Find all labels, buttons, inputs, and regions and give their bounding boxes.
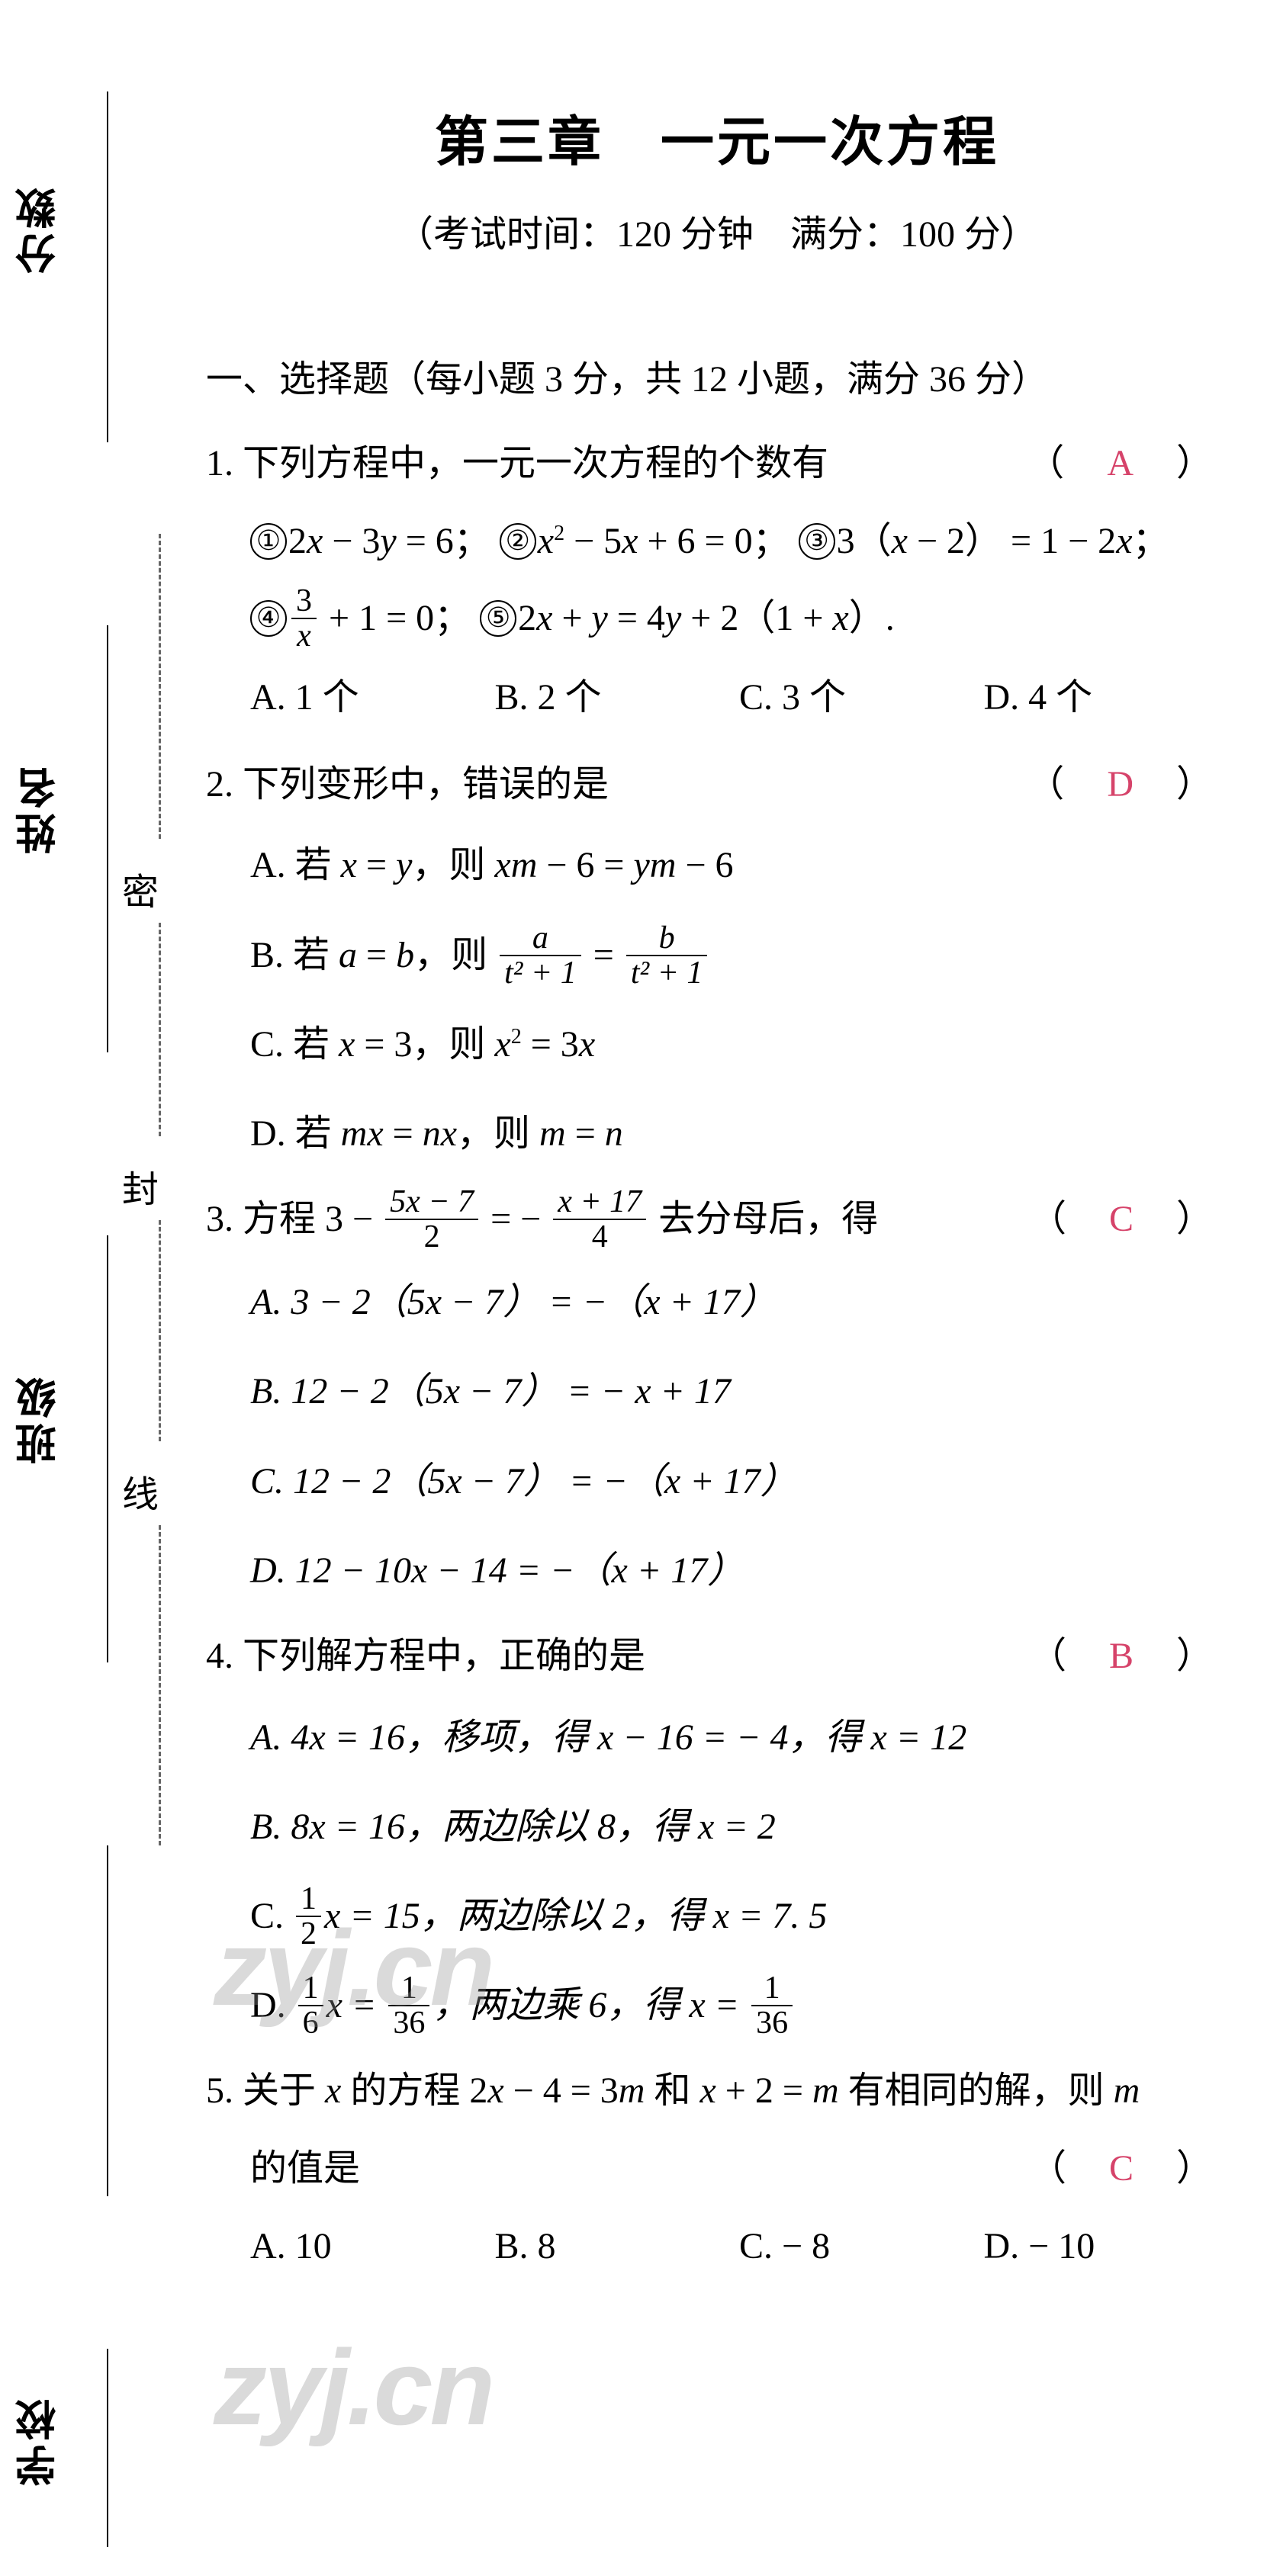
sidebar-label-class: 班级 [9, 1373, 69, 1464]
answer-paren: （ A ） [1027, 428, 1213, 499]
section-1-heading: 一、选择题（每小题 3 分，共 12 小题，满分 36 分） [206, 348, 1228, 402]
seal-char-mi: 密 [122, 862, 159, 915]
side-rule [107, 1235, 108, 1662]
q2-optB: B. 若 a = b，则 at² + 1 = bt² + 1 [206, 916, 1228, 994]
q3-optA: A. 3 − 2（5x − 7） = −（x + 17） [206, 1263, 1228, 1341]
q4-optB: B. 8x = 16，两边除以 8，得 x = 2 [206, 1787, 1228, 1866]
q5-optA: A. 10 [250, 2211, 495, 2282]
answer-paren: （ C ） [1030, 2133, 1213, 2205]
q5-options: A. 10 B. 8 C. − 8 D. − 10 [206, 2211, 1228, 2282]
question-4: 4. 下列解方程中，正确的是 （ B ） [206, 1620, 1228, 1692]
q4-stem: 4. 下列解方程中，正确的是 [206, 1636, 645, 1676]
q5-optD: D. − 10 [984, 2211, 1229, 2282]
answer-sheet-sidebar: 分数 姓名 班级 学校 密 封 线 [0, 0, 168, 2576]
question-5-line2: 的值是 （ C ） [206, 2133, 1228, 2205]
q4-optA: A. 4x = 16，移项，得 x − 16 = − 4，得 x = 12 [206, 1698, 1228, 1777]
seal-char-feng: 封 [122, 1159, 159, 1213]
sidebar-label-school: 学校 [9, 2395, 69, 2486]
answer-paren: （ B ） [1030, 1620, 1213, 1692]
q1-equations-line2: ④3x + 1 = 0； ⑤2x + y = 4y + 2（1 + x）. [206, 583, 1228, 656]
question-1: 1. 下列方程中，一元一次方程的个数有 （ A ） [206, 428, 1228, 499]
q2-optD: D. 若 mx = nx，则 m = n [206, 1094, 1228, 1173]
answer-paren: （ C ） [1030, 1184, 1213, 1255]
side-rule [107, 92, 108, 442]
question-2: 2. 下列变形中，错误的是 （ D ） [206, 749, 1228, 821]
q1-equations-line1: ①2x − 3y = 6； ②x2 − 5x + 6 = 0； ③3（x − 2… [206, 506, 1228, 577]
q4-optD: D. 16x = 136，两边乘 6，得 x = 136 [206, 1966, 1228, 2044]
exam-info: （考试时间：120 分钟 满分：100 分） [206, 204, 1228, 257]
q5-answer: C [1103, 2148, 1140, 2189]
seal-dash [159, 923, 161, 1136]
q3-optD: D. 12 − 10x − 14 = −（x + 17） [206, 1531, 1228, 1610]
q1-optC: C. 3 个 [739, 662, 984, 734]
seal-char-xian: 线 [122, 1464, 159, 1518]
q4-optC: C. 12x = 15，两边除以 2，得 x = 7. 5 [206, 1877, 1228, 1955]
q2-optA: A. 若 x = y，则 xm − 6 = ym − 6 [206, 826, 1228, 904]
q1-options: A. 1 个 B. 2 个 C. 3 个 D. 4 个 [206, 662, 1228, 734]
side-rule [107, 1845, 108, 2196]
q1-optB: B. 2 个 [495, 662, 740, 734]
question-5: 5. 关于 x 的方程 2x − 4 = 3m 和 x + 2 = m 有相同的… [206, 2055, 1228, 2127]
sidebar-label-name: 姓名 [9, 763, 69, 854]
watermark: zyj.cn [214, 2326, 492, 2449]
side-rule [107, 625, 108, 1052]
sidebar-label-score: 分数 [9, 183, 69, 275]
q1-optA: A. 1 个 [250, 662, 495, 734]
q3-optB: B. 12 − 2（5x − 7） = − x + 17 [206, 1352, 1228, 1431]
q4-answer: B [1103, 1636, 1140, 1676]
q5-optC: C. − 8 [739, 2211, 984, 2282]
seal-dash [159, 1525, 161, 1845]
question-3: 3. 方程 3 − 5x − 72 = − x + 174 去分母后，得 （ C… [206, 1184, 1228, 1257]
q2-stem: 2. 下列变形中，错误的是 [206, 764, 609, 805]
q3-optC: C. 12 − 2（5x − 7） = −（x + 17） [206, 1442, 1228, 1521]
chapter-title: 第三章 一元一次方程 [206, 99, 1228, 176]
q2-optC: C. 若 x = 3，则 x2 = 3x [206, 1005, 1228, 1084]
q2-answer: D [1101, 764, 1140, 805]
side-rule [107, 2349, 108, 2547]
q5-optB: B. 8 [495, 2211, 740, 2282]
seal-dash [159, 534, 161, 839]
answer-paren: （ D ） [1027, 749, 1213, 821]
q1-optD: D. 4 个 [984, 662, 1229, 734]
seal-dash [159, 1220, 161, 1441]
q1-answer: A [1101, 443, 1140, 483]
exam-content: 第三章 一元一次方程 （考试时间：120 分钟 满分：100 分） 一、选择题（… [206, 99, 1228, 2282]
q1-stem: 1. 下列方程中，一元一次方程的个数有 [206, 443, 828, 483]
q3-answer: C [1103, 1199, 1140, 1239]
